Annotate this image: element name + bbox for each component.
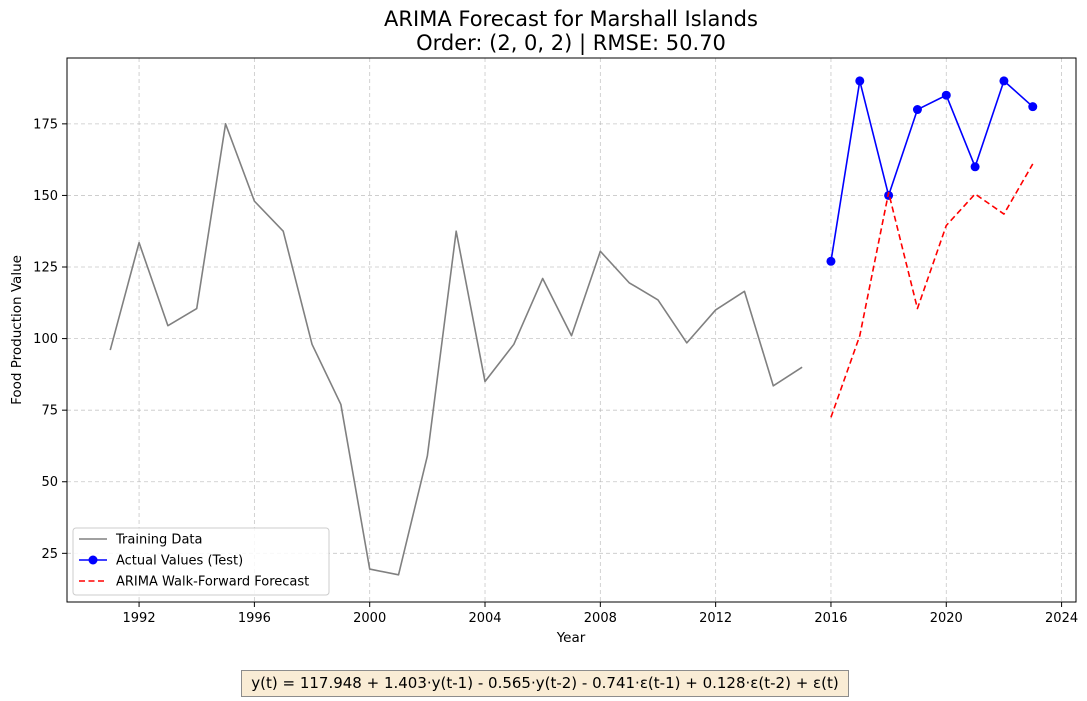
x-tick-label: 2004 [468,611,501,626]
equation-box: y(t) = 117.948 + 1.403·y(t-1) - 0.565·y(… [241,670,849,697]
data-point-actual-values-test [941,90,951,100]
grid-lines [67,58,1076,602]
legend-label: Actual Values (Test) [116,554,243,569]
y-tick-label: 150 [33,189,58,204]
x-tick-label: 2020 [930,611,963,626]
y-tick-label: 175 [33,117,58,132]
data-point-actual-values-test [912,105,922,115]
data-point-actual-values-test [1028,102,1038,112]
plot-frame [66,57,1077,603]
x-axis-label: Year [556,630,586,646]
legend-marker [88,555,98,565]
series-line-arima-walk-forward-forecast [830,163,1034,418]
legend-label: Training Data [115,533,202,548]
y-tick-label: 75 [41,404,58,419]
legend: Training Data Actual Values (Test) ARIMA W… [72,527,330,596]
x-tick-label: 2000 [353,611,386,626]
legend-box [72,527,330,596]
y-axis-label: Food Production Value [9,255,25,405]
x-tick-label: 2012 [699,611,732,626]
x-tick-label: 1996 [238,611,271,626]
axis-ticks: 1992 1996 2000 2004 2008 2012 2016 2020 2024 25 50… [33,117,1078,626]
chart-title: ARIMA Forecast for Marshall Islands [384,7,758,31]
legend-label: ARIMA Walk-Forward Forecast [116,575,309,590]
x-tick-label: 2024 [1045,611,1078,626]
data-point-actual-values-test [826,256,836,266]
y-tick-label: 25 [41,547,58,562]
x-tick-label: 2008 [584,611,617,626]
data-point-actual-values-test [970,162,980,172]
series-line-actual-values-test [830,80,1034,262]
data-point-actual-values-test [855,76,865,86]
y-tick-label: 100 [33,332,58,347]
y-tick-label: 50 [41,475,58,490]
x-tick-label: 1992 [123,611,156,626]
plot-series [109,76,1038,576]
chart-subtitle: Order: (2, 0, 2) | RMSE: 50.70 [416,31,726,56]
series-line-training-data [109,123,803,576]
y-tick-label: 125 [33,261,58,276]
data-point-actual-values-test [999,76,1009,86]
x-tick-label: 2016 [814,611,847,626]
